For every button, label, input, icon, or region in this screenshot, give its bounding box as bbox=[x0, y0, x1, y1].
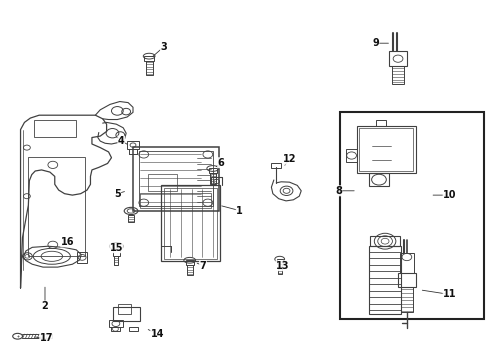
Text: 7: 7 bbox=[199, 261, 206, 271]
Bar bbox=[277, 264, 281, 274]
Bar bbox=[127, 141, 139, 149]
Bar bbox=[161, 185, 220, 261]
Text: 6: 6 bbox=[217, 158, 224, 168]
Text: 4: 4 bbox=[118, 136, 124, 146]
Bar bbox=[77, 252, 87, 263]
Bar bbox=[185, 260, 193, 265]
Bar bbox=[139, 151, 212, 206]
Bar bbox=[164, 188, 217, 259]
Bar bbox=[209, 173, 215, 184]
Text: 14: 14 bbox=[150, 329, 164, 339]
Bar bbox=[391, 66, 404, 84]
Bar bbox=[34, 120, 76, 137]
Bar bbox=[368, 173, 388, 186]
Bar bbox=[114, 256, 118, 265]
Bar bbox=[145, 61, 152, 75]
Bar bbox=[127, 215, 134, 222]
Text: 16: 16 bbox=[61, 237, 74, 247]
Bar bbox=[108, 320, 123, 327]
Bar bbox=[140, 193, 211, 208]
Text: 15: 15 bbox=[109, 243, 123, 253]
Bar bbox=[147, 174, 177, 191]
Bar bbox=[113, 307, 140, 321]
Text: 9: 9 bbox=[371, 38, 378, 48]
Bar bbox=[399, 253, 413, 273]
Bar bbox=[111, 327, 120, 331]
Bar bbox=[144, 56, 154, 61]
Bar bbox=[356, 126, 415, 173]
Bar bbox=[369, 236, 399, 246]
Bar bbox=[208, 168, 216, 173]
Text: 10: 10 bbox=[442, 190, 456, 200]
Text: 2: 2 bbox=[41, 301, 48, 311]
Bar bbox=[346, 149, 356, 162]
Bar bbox=[339, 112, 483, 319]
Bar bbox=[397, 273, 415, 287]
Text: 13: 13 bbox=[275, 261, 289, 271]
Bar bbox=[186, 265, 192, 275]
Bar bbox=[388, 51, 407, 66]
Text: 8: 8 bbox=[334, 186, 341, 196]
Text: 1: 1 bbox=[236, 206, 243, 216]
Bar bbox=[276, 259, 282, 264]
Text: 3: 3 bbox=[160, 42, 167, 52]
Bar bbox=[368, 246, 400, 314]
Bar bbox=[28, 157, 84, 256]
Bar bbox=[400, 287, 412, 312]
Bar bbox=[133, 147, 218, 211]
Bar bbox=[129, 327, 138, 331]
Bar bbox=[359, 128, 412, 171]
Bar bbox=[113, 250, 120, 256]
Text: 5: 5 bbox=[114, 189, 121, 199]
Bar bbox=[118, 304, 130, 314]
Text: 12: 12 bbox=[282, 154, 296, 164]
Text: 17: 17 bbox=[40, 333, 53, 343]
Text: 11: 11 bbox=[442, 289, 456, 300]
Bar bbox=[271, 163, 281, 168]
Bar bbox=[375, 120, 386, 126]
